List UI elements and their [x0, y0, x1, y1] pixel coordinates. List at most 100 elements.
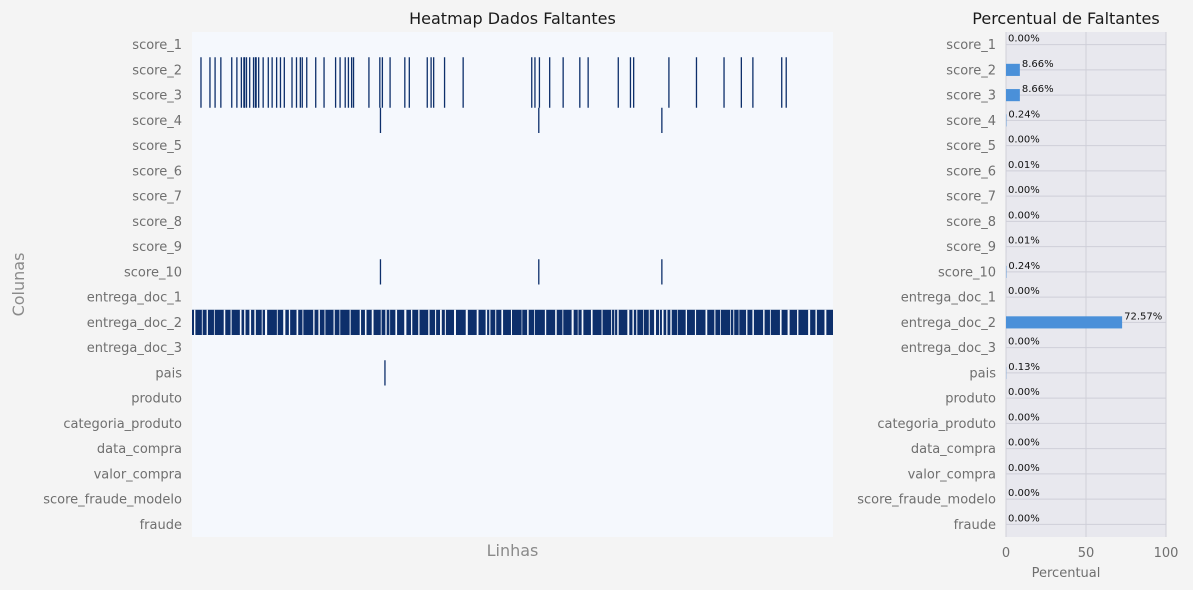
heatmap-y-ticks: score_1 score_2 score_3 score_4 score_5score…: [43, 38, 182, 533]
heatmap-present-gap: [632, 309, 634, 335]
heatmap-present-gap: [440, 309, 442, 335]
heatmap-missing-cell: [579, 57, 581, 83]
heatmap-missing-cell: [433, 57, 435, 83]
heatmap-missing-cell: [231, 57, 233, 83]
heatmap-missing-cell: [323, 57, 325, 83]
heatmap-missing-cell: [389, 57, 391, 83]
heatmap-missing-cell: [781, 82, 783, 108]
heatmap-missing-cell: [262, 57, 264, 83]
heatmap-row-label: entrega_doc_1: [87, 291, 182, 306]
heatmap-missing-cell: [243, 82, 246, 108]
heatmap-present-gap: [283, 309, 286, 335]
heatmap-present-gap: [720, 309, 721, 335]
bar-x-tick-label: 50: [1078, 546, 1095, 561]
bar-category-label: entrega_doc_2: [901, 316, 996, 331]
heatmap-present-gap: [611, 309, 613, 335]
heatmap-present-gap: [213, 309, 215, 335]
heatmap-y-axis-label: Colunas: [9, 253, 28, 317]
heatmap-missing-cell: [668, 82, 670, 108]
heatmap-missing-cell: [629, 82, 632, 108]
bar-chart-title: Percentual de Faltantes: [972, 9, 1159, 28]
heatmap-missing-cell: [661, 107, 663, 133]
heatmap-present-gap: [510, 309, 512, 335]
heatmap-background: [192, 32, 833, 537]
bar-category-label: score_1: [946, 38, 996, 53]
heatmap-missing-cell: [695, 57, 698, 83]
heatmap-missing-cell: [344, 82, 346, 108]
heatmap-present-gap: [296, 309, 299, 335]
bar-category-label: data_compra: [911, 442, 996, 457]
heatmap-present-gap: [244, 309, 246, 335]
heatmap-missing-cell: [200, 57, 202, 83]
heatmap-present-gap: [694, 309, 697, 335]
bar-data-label: 8.66%: [1022, 84, 1054, 95]
heatmap-missing-cell: [299, 82, 301, 108]
heatmap-missing-cell: [538, 57, 541, 83]
heatmap-missing-cell: [433, 82, 435, 108]
bar-category-label: score_9: [946, 240, 996, 255]
heatmap-missing-cell: [408, 57, 410, 83]
bar-category-label: fraude: [954, 518, 996, 533]
heatmap-present-gap: [489, 309, 491, 335]
bar-chart-x-axis-label: Percentual: [1032, 566, 1101, 581]
heatmap-missing-cell: [267, 82, 269, 108]
heatmap-present-gap: [797, 309, 799, 335]
heatmap-present-gap: [617, 309, 619, 335]
bar-data-label: 0.13%: [1008, 362, 1040, 373]
heatmap-missing-cell: [538, 82, 541, 108]
heatmap-missing-cell: [629, 57, 632, 83]
heatmap-present-gap: [824, 309, 827, 335]
bar-data-label: 0.00%: [1008, 438, 1040, 449]
bar-category-label: categoria_produto: [877, 417, 996, 432]
heatmap-x-axis-label: Linhas: [487, 541, 539, 560]
heatmap-missing-cell: [389, 82, 391, 108]
bar-category-label: score_3: [946, 89, 996, 104]
heatmap-missing-cell: [538, 107, 540, 133]
heatmap-missing-cell: [430, 82, 432, 108]
heatmap-missing-cell: [350, 57, 353, 83]
heatmap-present-gap: [318, 309, 320, 335]
heatmap-missing-cell: [301, 82, 303, 108]
heatmap-present-gap: [733, 309, 735, 335]
heatmap-row-label: score_6: [132, 164, 182, 179]
heatmap-missing-cell: [443, 57, 446, 83]
bar-data-label: 0.01%: [1008, 160, 1040, 171]
heatmap-present-gap: [465, 309, 468, 335]
heatmap-missing-cell: [291, 57, 293, 83]
heatmap-missing-cell: [347, 57, 350, 83]
heatmap-missing-cell: [236, 57, 238, 83]
bar-category-label: score_2: [946, 63, 996, 78]
heatmap-missing-cell: [231, 82, 233, 108]
heatmap-missing-cell: [267, 57, 269, 83]
bar-category-label: score_7: [946, 190, 996, 205]
heatmap-present-gap: [249, 309, 252, 335]
heatmap-missing-cell: [295, 57, 298, 83]
heatmap-present-gap: [501, 309, 504, 335]
heatmap-missing-cell: [283, 57, 285, 83]
bar-data-label: 0.24%: [1008, 109, 1040, 120]
heatmap-missing-cell: [404, 57, 406, 83]
heatmap-missing-cell: [379, 259, 382, 285]
heatmap-missing-cell: [785, 57, 787, 83]
heatmap-row-label: entrega_doc_3: [87, 341, 182, 356]
heatmap-row-label: score_fraude_modelo: [43, 493, 182, 508]
heatmap-missing-cell: [781, 57, 783, 83]
heatmap-present-gap: [730, 309, 731, 335]
bar-category-label: score_6: [946, 164, 996, 179]
heatmap-missing-cell: [271, 57, 273, 83]
heatmap-missing-cell: [323, 82, 325, 108]
heatmap-missing-cell: [252, 57, 255, 83]
heatmap-present-gap: [495, 309, 497, 335]
heatmap-missing-cell: [315, 57, 317, 83]
heatmap-present-gap: [581, 309, 584, 335]
heatmap-panel: Heatmap Dados Faltantes Linhas Colunas s…: [9, 9, 833, 560]
heatmap-missing-cell: [368, 57, 370, 83]
heatmap-missing-cell: [752, 82, 754, 108]
heatmap-row-label: entrega_doc_2: [87, 316, 182, 331]
heatmap-present-gap: [261, 309, 263, 335]
heatmap-missing-cell: [334, 82, 337, 108]
heatmap-missing-cell: [275, 82, 278, 108]
heatmap-present-gap: [648, 309, 650, 335]
heatmap-present-gap: [544, 309, 547, 335]
heatmap-missing-cell: [430, 57, 432, 83]
